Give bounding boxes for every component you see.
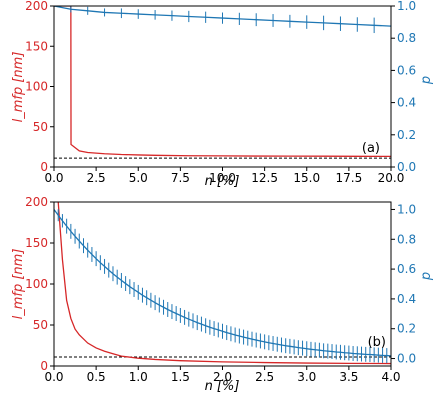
panel-a-y-left-tick-label: 200 (25, 0, 48, 13)
panel-b-ylabel-left: l_mfp [nm] (11, 249, 26, 320)
panel-b-y-left-tick-label: 100 (25, 277, 48, 291)
panel-b-x-tick-label: 0.0 (44, 370, 63, 384)
panel-a-xlabel: n [%] (205, 174, 240, 189)
panel-a-x-tick-label: 17.5 (336, 171, 363, 185)
panel-b-x-tick-label: 0.5 (87, 370, 106, 384)
panel-a-y-right-tick-label: 1.0 (397, 0, 416, 13)
panel-a-x-tick-label: 15.0 (293, 171, 320, 185)
panel-a-y-left-tick-label: 100 (25, 80, 48, 94)
panel-a-y-left-tick-label: 150 (25, 39, 48, 53)
panel-b-x-tick-label: 1.0 (129, 370, 148, 384)
panel-a-ticks: 0.0 2.5 5.0 7.5 10.0 12.5 15.0 17.5 20.0 0 50 100 15… (25, 0, 416, 185)
panel-a-y-right-tick-label: 0.4 (397, 96, 416, 110)
panel-a-label: (a) (362, 141, 380, 156)
panel-a-x-tick-label: 10.0 (209, 171, 236, 185)
panel-b-ylabel-right: p (419, 272, 434, 281)
panel-a: 0.0 2.5 5.0 7.5 10.0 12.5 15.0 17.5 20.0 0 50 100 15… (11, 0, 434, 189)
panel-b-plot-lines (54, 202, 391, 365)
panel-b-xlabel: n [%] (205, 379, 240, 394)
panel-b-frame (53, 201, 392, 367)
panel-a-x-tick-label: 0.0 (44, 171, 63, 185)
panel-a-series-left-line (54, 6, 391, 158)
panel-b-series-left-line (57, 202, 391, 365)
panel-b: 0.0 0.5 1.0 1.5 2.0 2.5 3.0 3.5 4.0 0 50 100 150 200 0… (11, 195, 434, 394)
panel-b-ticks: 0.0 0.5 1.0 1.5 2.0 2.5 3.0 3.5 4.0 0 50 100 150 200 0… (25, 195, 416, 384)
panel-a-y-right-tick-label: 0.8 (397, 31, 416, 45)
panel-b-y-left-tick-label: 50 (33, 318, 48, 332)
panel-a-clipped (54, 6, 391, 159)
panel-a-y-right-tick-label: 0.0 (397, 160, 416, 174)
panel-a-x-tick-label: 12.5 (251, 171, 278, 185)
panel-a-x-tick-label: 5.0 (129, 171, 148, 185)
panel-b-x-tick-label: 4.0 (381, 370, 400, 384)
panel-a-x-tick-label: 20.0 (378, 171, 405, 185)
panel-a-plot-lines (54, 6, 391, 159)
panel-b-y-right-tick-label: 0.6 (397, 262, 416, 276)
panel-b-y-right-tick-label: 0.2 (397, 322, 416, 336)
panel-b-y-left-tick-label: 200 (25, 195, 48, 209)
panel-a-ylabel-right: p (419, 76, 434, 85)
panel-b-x-tick-label: 3.0 (297, 370, 316, 384)
panel-a-y-left-tick-label: 0 (40, 160, 48, 174)
panel-b-label: (b) (368, 335, 386, 350)
panel-b-y-right-tick-label: 1.0 (397, 202, 416, 216)
panel-a-x-tick-label: 2.5 (87, 171, 106, 185)
panel-b-x-tick-label: 2.5 (255, 370, 274, 384)
panel-b-y-right-tick-label: 0.8 (397, 232, 416, 246)
panel-b-x-tick-label: 3.5 (339, 370, 358, 384)
panel-a-y-right-tick-label: 0.2 (397, 128, 416, 142)
panel-b-clipped (54, 202, 391, 365)
panel-a-x-tick-label: 7.5 (171, 171, 190, 185)
panel-b-x-tick-label: 2.0 (213, 370, 232, 384)
panel-b-y-right-tick-label: 0.0 (397, 352, 416, 366)
panel-b-y-left-tick-label: 0 (40, 359, 48, 373)
panel-b-y-right-tick-label: 0.4 (397, 292, 416, 306)
panel-b-y-left-tick-label: 150 (25, 236, 48, 250)
panel-a-y-right-tick-label: 0.6 (397, 63, 416, 77)
panel-b-x-tick-label: 1.5 (171, 370, 190, 384)
panel-a-y-left-tick-label: 50 (33, 120, 48, 134)
panel-a-ylabel-left: l_mfp [nm] (11, 52, 26, 123)
